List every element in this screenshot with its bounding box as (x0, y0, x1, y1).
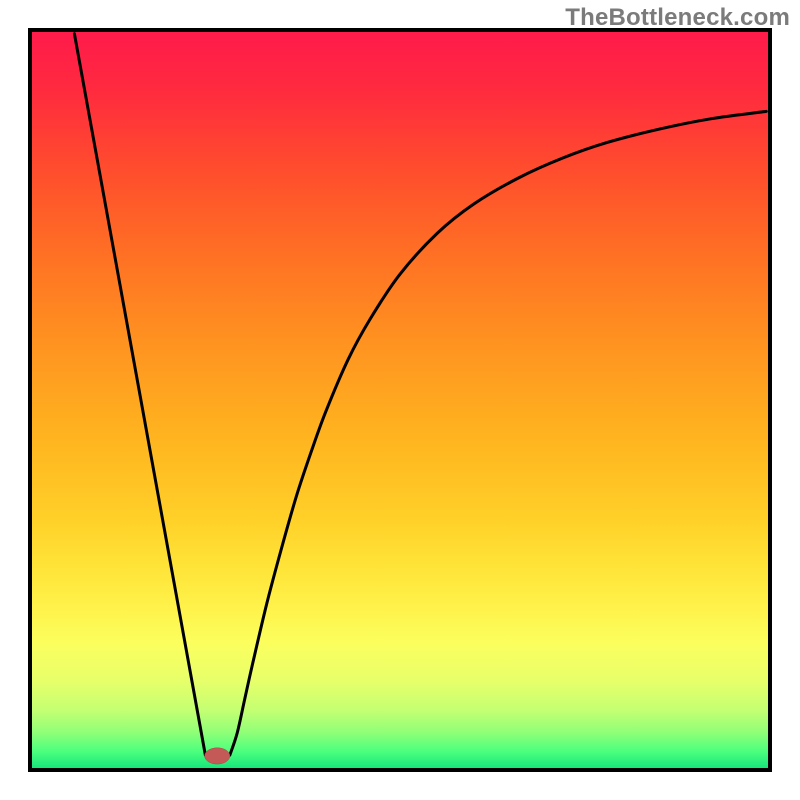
stage: TheBottleneck.com (0, 0, 800, 800)
watermark-text: TheBottleneck.com (565, 4, 790, 32)
minimum-marker (205, 748, 230, 764)
bottleneck-chart (0, 0, 800, 800)
